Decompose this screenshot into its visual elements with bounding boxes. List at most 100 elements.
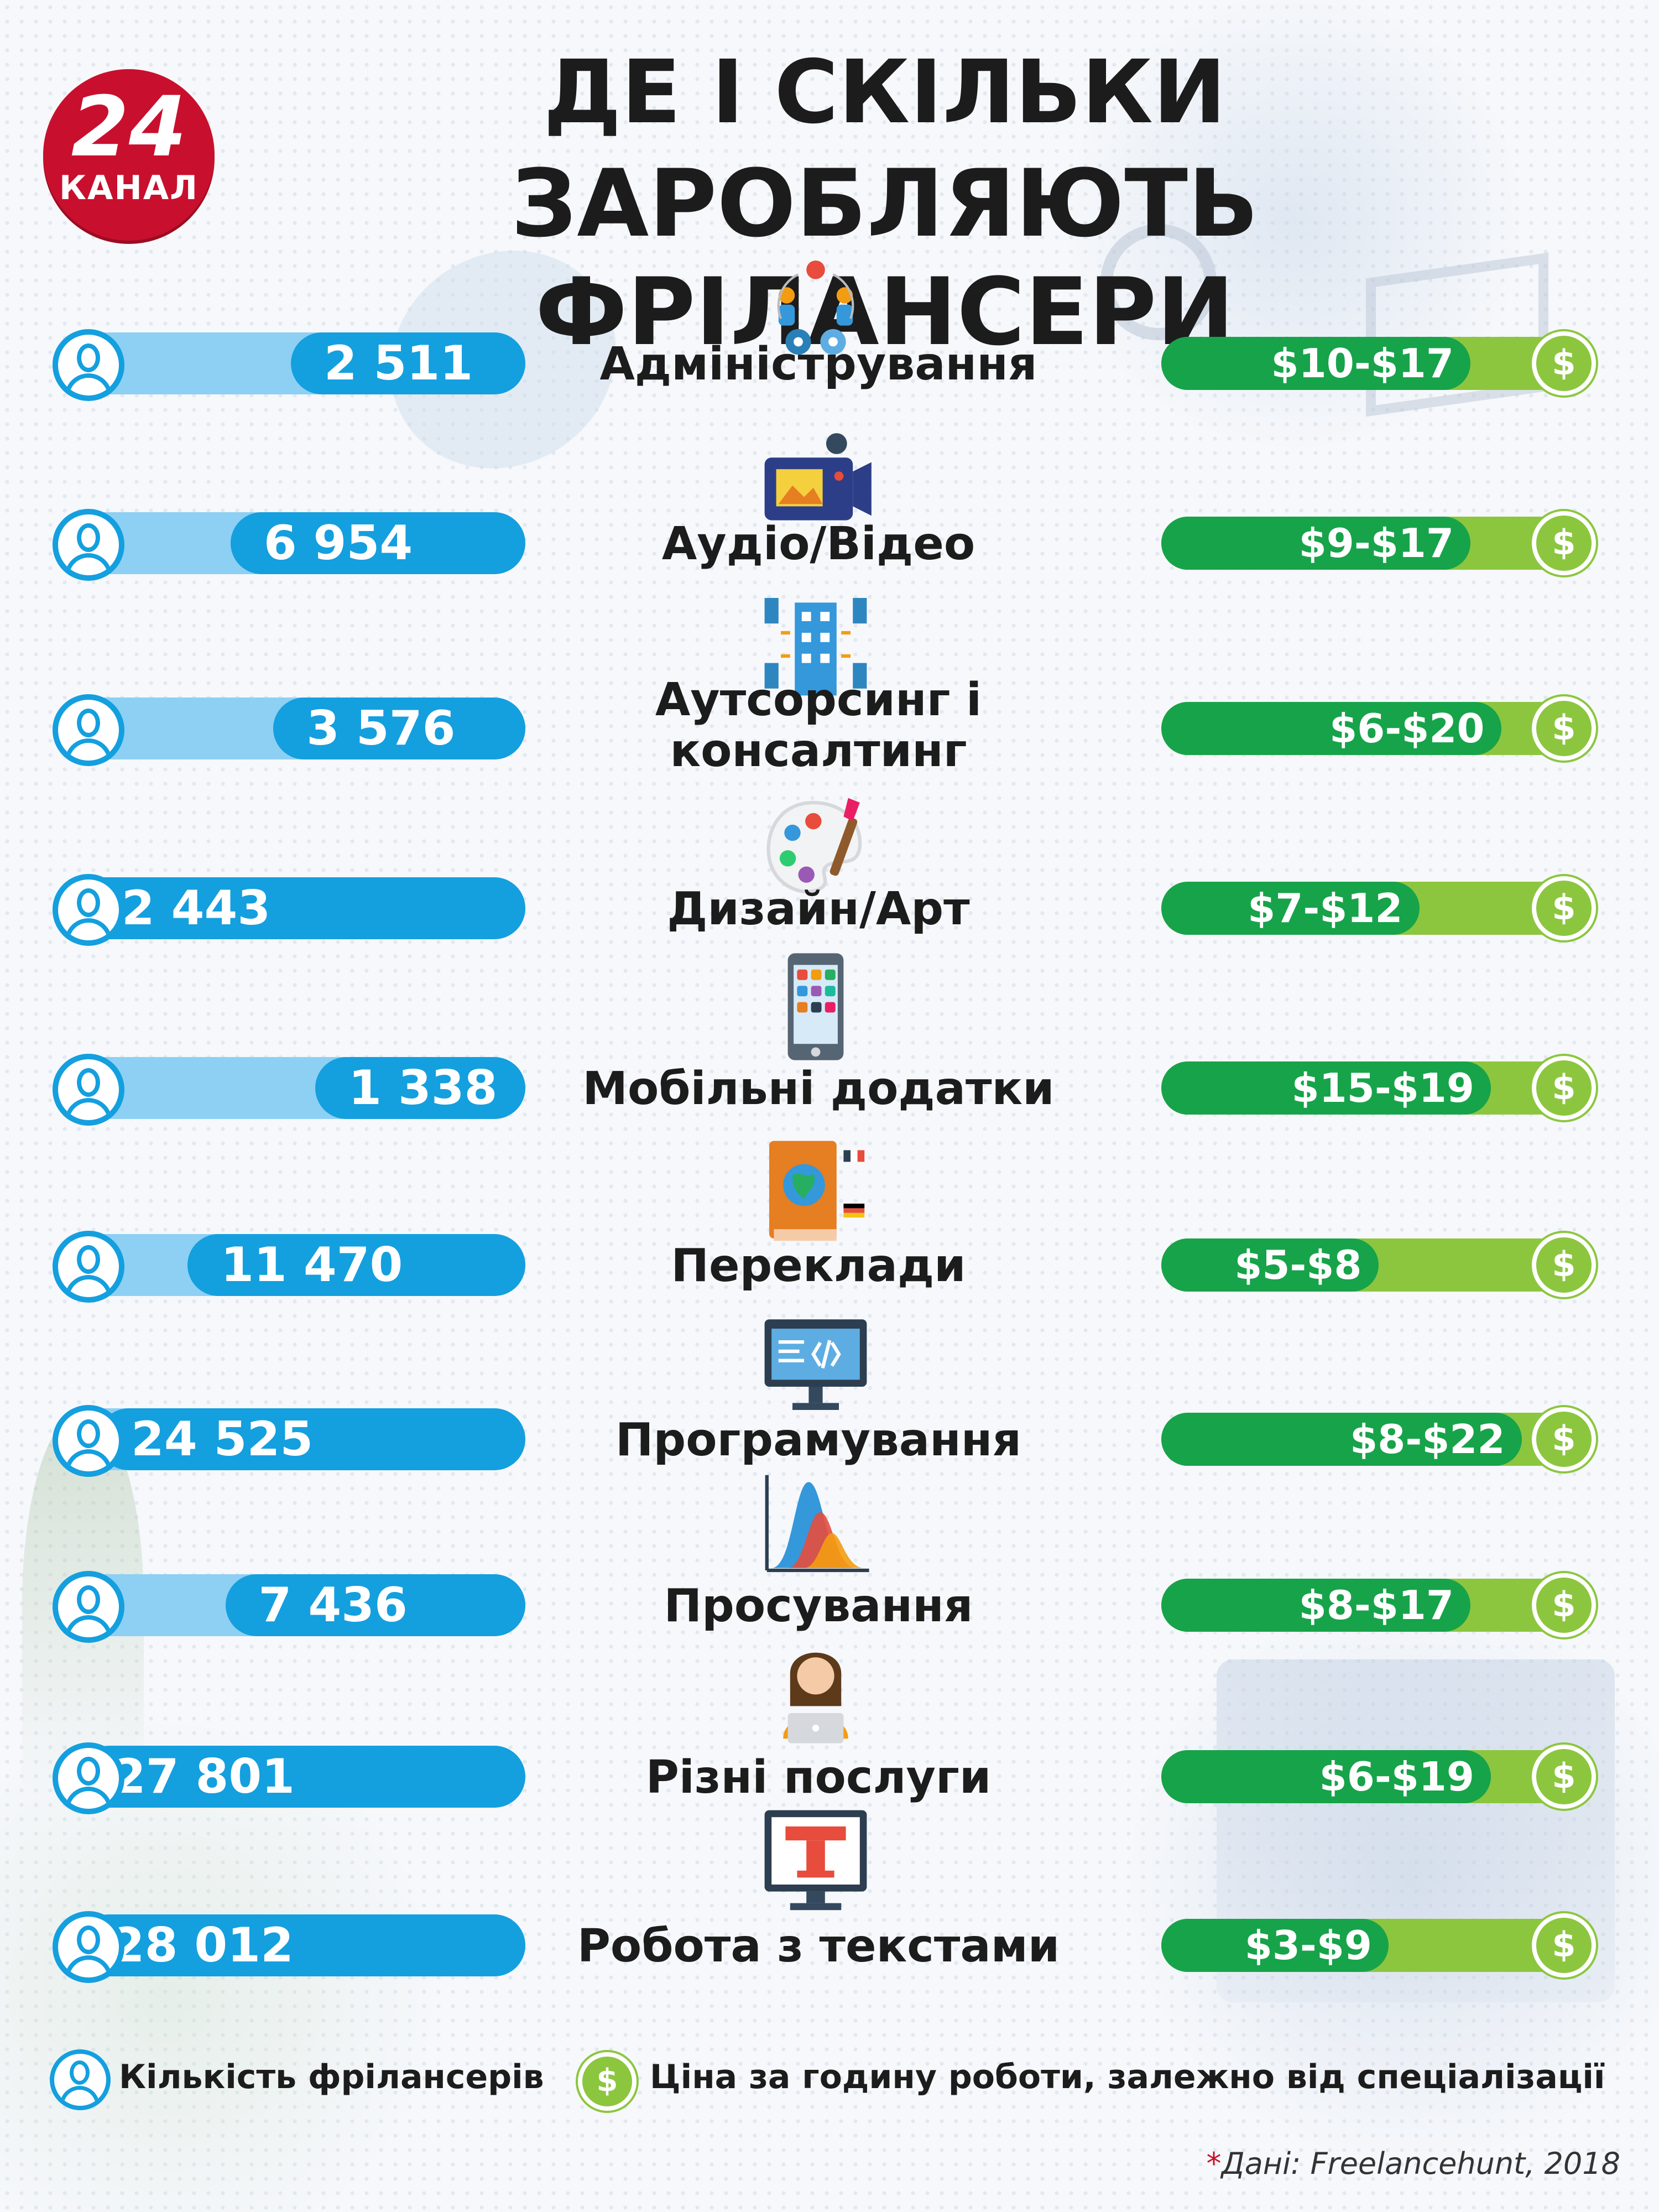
dollar-icon: $ <box>1532 1745 1596 1809</box>
book-globe-icon <box>758 1134 874 1250</box>
freelancer-count-label: 11 470 <box>221 1237 403 1293</box>
freelancer-count-track: 6 954 <box>53 512 525 574</box>
freelancer-count-track: 1 338 <box>53 1057 525 1119</box>
hourly-rate-bar <box>1161 337 1470 390</box>
hourly-rate-bar <box>1161 702 1501 755</box>
hourly-rate-bar <box>1161 517 1470 570</box>
freelancer-count-bar <box>290 332 525 394</box>
freelancer-count-bar <box>187 1234 525 1296</box>
video-camera-icon <box>758 420 874 537</box>
person-icon <box>53 1911 124 1983</box>
freelancer-count-bar <box>79 1746 525 1808</box>
hourly-rate-label: $3-$9 <box>1244 1922 1372 1969</box>
hourly-rate-track: $7-$12 <box>1161 882 1593 935</box>
freelancer-count-track: 32 443 <box>53 877 525 939</box>
hourly-rate-bar <box>1161 1579 1470 1632</box>
hourly-rate-bar <box>1161 1413 1522 1466</box>
category-label: Різні послуги <box>645 1751 992 1804</box>
category-label: Робота з текстами <box>577 1920 1060 1972</box>
page-title-line-2: ЗАРОБЛЯЮТЬ ФРІЛАНСЕРИ <box>510 149 1259 366</box>
legend-freelancers-label: Кількість фрілансерів <box>119 2058 544 2096</box>
freelancer-count-label: 28 012 <box>111 1918 294 1973</box>
freelancer-count-bar <box>273 698 525 759</box>
person-icon <box>53 1231 124 1303</box>
person-icon <box>53 1054 124 1126</box>
freelancer-count-bar <box>225 1574 525 1636</box>
dollar-icon: $ <box>1532 1407 1596 1471</box>
legend-person-icon <box>50 2049 111 2110</box>
person-icon <box>53 874 124 946</box>
source-text: Дані: Freelancehunt, 2018 <box>1221 2146 1621 2181</box>
dollar-icon: $ <box>1532 1233 1596 1297</box>
hourly-rate-bar <box>1161 1919 1389 1972</box>
dollar-icon: $ <box>1532 331 1596 395</box>
category-label: Аудіо/Відео <box>661 518 975 570</box>
freelancer-count-label: 2 511 <box>324 336 473 391</box>
dollar-icon: $ <box>1532 1573 1596 1637</box>
dollar-icon: $ <box>1532 1056 1596 1120</box>
palette-icon <box>758 791 874 907</box>
category-label: Аутсорсинг і консалтинг <box>655 674 982 777</box>
chart-peaks-icon <box>758 1466 874 1582</box>
dollar-icon: $ <box>1532 1913 1596 1977</box>
category-label: Переклади <box>671 1240 966 1292</box>
freelancer-count-track: 28 012 <box>53 1914 525 1976</box>
woman-laptop-icon <box>758 1632 874 1748</box>
text-monitor-icon <box>758 1803 874 1919</box>
hourly-rate-label: $8-$17 <box>1298 1582 1454 1628</box>
freelancer-count-label: 1 338 <box>348 1060 498 1116</box>
hourly-rate-track: $9-$17 <box>1161 517 1593 570</box>
freelancer-count-track: 2 511 <box>53 332 525 394</box>
dollar-icon: $ <box>1532 511 1596 575</box>
person-icon <box>53 1405 124 1477</box>
freelancer-count-track: 11 470 <box>53 1234 525 1296</box>
category-label: Просування <box>664 1580 973 1632</box>
hourly-rate-label: $15-$19 <box>1291 1065 1474 1111</box>
hourly-rate-label: $6-$19 <box>1319 1753 1474 1800</box>
freelancer-count-track: 27 801 <box>53 1746 525 1808</box>
freelancer-count-bar <box>315 1057 525 1119</box>
hourly-rate-label: $10-$17 <box>1271 340 1454 387</box>
office-building-icon <box>758 586 874 702</box>
person-icon <box>53 329 124 401</box>
hourly-rate-bar <box>1161 1750 1491 1803</box>
page-title-line-1: ДЕ І СКІЛЬКИ <box>543 41 1227 143</box>
person-icon <box>53 1742 124 1814</box>
person-icon <box>53 694 124 766</box>
data-source: *Дані: Freelancehunt, 2018 <box>1207 2146 1621 2181</box>
person-icon <box>53 509 124 581</box>
hourly-rate-label: $6-$20 <box>1329 705 1485 752</box>
category-label: Дизайн/Арт <box>667 883 970 935</box>
category-label: Програмування <box>615 1414 1022 1466</box>
freelancer-count-label: 6 954 <box>263 516 413 571</box>
logo-number: 24 <box>71 79 187 175</box>
freelancer-count-bar <box>230 512 525 574</box>
hourly-rate-track: $8-$22 <box>1161 1413 1593 1466</box>
code-monitor-icon <box>758 1305 874 1422</box>
legend-dollar-icon: $ <box>578 2052 637 2111</box>
freelancer-count-label: 27 801 <box>112 1749 295 1804</box>
freelancer-count-label: 7 436 <box>258 1578 408 1633</box>
hourly-rate-track: $6-$19 <box>1161 1750 1593 1803</box>
hourly-rate-bar <box>1161 882 1420 935</box>
freelancer-count-label: 24 525 <box>131 1412 314 1467</box>
team-gears-icon <box>758 249 874 365</box>
hourly-rate-track: $3-$9 <box>1161 1919 1593 1972</box>
hourly-rate-label: $8-$22 <box>1350 1416 1505 1462</box>
freelancer-count-bar <box>78 1914 525 1976</box>
legend-rate-label: Ціна за годину роботи, залежно від спеці… <box>650 2058 1605 2096</box>
freelancer-count-bar <box>98 1408 525 1470</box>
category-label: Мобільні додатки <box>582 1063 1055 1115</box>
hourly-rate-bar <box>1161 1238 1379 1292</box>
freelancer-count-bar <box>55 877 525 939</box>
hourly-rate-label: $7-$12 <box>1248 885 1403 931</box>
dollar-icon: $ <box>1532 876 1596 940</box>
hourly-rate-track: $10-$17 <box>1161 337 1593 390</box>
hourly-rate-label: $9-$17 <box>1298 520 1454 566</box>
source-asterisk: * <box>1206 2146 1222 2181</box>
hourly-rate-label: $5-$8 <box>1234 1242 1362 1288</box>
freelancer-count-track: 24 525 <box>53 1408 525 1470</box>
hourly-rate-track: $15-$19 <box>1161 1061 1593 1115</box>
dollar-icon: $ <box>1532 696 1596 761</box>
hourly-rate-bar <box>1161 1061 1491 1115</box>
